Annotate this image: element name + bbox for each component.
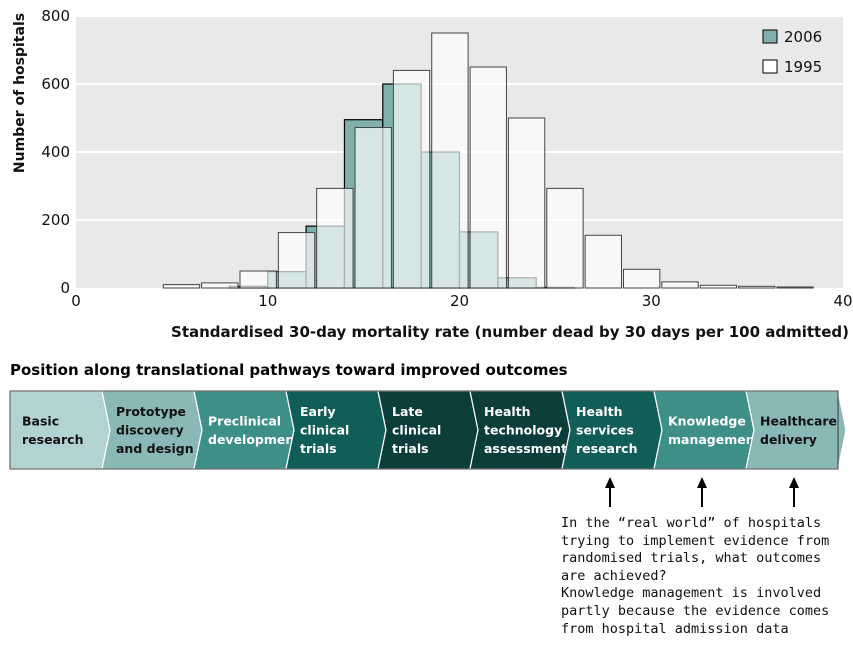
stage-label: services <box>576 423 634 438</box>
pathway-stage: Prototype discovery and design <box>101 390 203 470</box>
bar-1995 <box>239 270 277 289</box>
note-line: are achieved? <box>561 567 667 584</box>
note-line: In the “real world” of hospitals <box>561 515 822 531</box>
stage-label: discovery <box>116 423 184 438</box>
bar-1995 <box>162 284 201 289</box>
note-line: randomised trials, what outcomes <box>561 550 822 567</box>
annotation-note: In the “real world” of hospitals trying … <box>561 515 853 638</box>
x-tick-label: 30 <box>642 292 661 310</box>
bar-1995 <box>277 232 316 289</box>
legend-swatch-1995 <box>762 59 778 74</box>
x-tick-label: 20 <box>450 292 469 310</box>
legend: 2006 1995 <box>762 28 822 76</box>
bar-1995 <box>469 66 507 289</box>
stage-label: Health <box>484 404 531 419</box>
stage-label: research <box>576 441 637 456</box>
legend-label-1995: 1995 <box>784 58 822 76</box>
stage-label: delivery <box>760 432 817 447</box>
stage-label: and design <box>116 441 194 456</box>
y-tick-label: 400 <box>41 143 70 161</box>
y-axis-label: Number of hospitals <box>12 13 28 173</box>
bar-1995 <box>546 187 584 289</box>
bar-1995 <box>776 286 814 289</box>
y-tick-labels: 0 200 400 600 800 <box>41 7 70 297</box>
bar-1995 <box>584 234 622 289</box>
bar-1995 <box>661 281 699 289</box>
series-1995-bars <box>162 32 814 289</box>
stage-label: clinical <box>300 423 349 438</box>
x-tick-label: 0 <box>71 292 81 310</box>
stage-label: development <box>208 432 300 447</box>
pathway-stage: Early clinical trials <box>285 390 387 470</box>
y-tick-label: 600 <box>41 75 70 93</box>
stage-chevron <box>745 390 847 470</box>
note-line: from hospital admission data <box>561 620 789 637</box>
stage-label: Prototype <box>116 404 186 419</box>
stage-label: Early <box>300 404 336 419</box>
stage-label: Late <box>392 404 423 419</box>
up-arrow-head-icon <box>697 477 707 488</box>
note-line: Knowledge management is involved <box>561 585 822 602</box>
bar-1995 <box>392 69 431 289</box>
pathway-stage: Knowledge management <box>653 390 761 470</box>
stage-label: trials <box>300 441 337 456</box>
bar-1995 <box>354 127 392 289</box>
bar-1995 <box>738 285 776 289</box>
pathway-arrows <box>605 477 799 507</box>
bar-1995 <box>201 282 239 289</box>
stage-label: management <box>668 432 761 447</box>
up-arrow-head-icon <box>605 477 615 488</box>
bar-1995 <box>699 284 738 289</box>
section-title: Position along translational pathways to… <box>10 361 568 379</box>
stage-label: Healthcare <box>760 413 837 428</box>
legend-swatch-2006 <box>762 29 778 44</box>
pathway-stage: Health technology assessment <box>469 390 571 470</box>
pathway-stage: Healthcare delivery <box>745 390 847 470</box>
note-line: partly because the evidence comes <box>561 602 830 619</box>
x-tick-label: 10 <box>258 292 277 310</box>
legend-label-2006: 2006 <box>784 28 822 46</box>
up-arrow-head-icon <box>789 477 799 488</box>
stage-label: trials <box>392 441 429 456</box>
stage-label: technology <box>484 423 562 438</box>
x-axis-label: Standardised 30-day mortality rate (numb… <box>171 323 849 341</box>
stage-label: clinical <box>392 423 441 438</box>
stage-chevron <box>193 390 295 470</box>
stage-label: Preclinical <box>208 413 281 428</box>
pathway-stage: Late clinical trials <box>377 390 479 470</box>
pathway-stage: Basic research <box>9 390 111 470</box>
stage-label: assessment <box>484 441 567 456</box>
y-tick-label: 0 <box>60 279 70 297</box>
stage-label: Knowledge <box>668 413 746 428</box>
stage-chevron <box>9 390 111 470</box>
pathway-stage: Preclinical development <box>193 390 300 470</box>
stage-label: Health <box>576 404 623 419</box>
stage-chevron <box>653 390 755 470</box>
y-tick-label: 800 <box>41 7 70 25</box>
bar-1995 <box>431 32 469 289</box>
translational-pathway: Basic research Prototype discovery and desig… <box>9 390 847 507</box>
mortality-histogram: 0 200 400 600 800 0 10 20 30 40 Number of hospit… <box>12 7 853 341</box>
pathway-stages: Basic research Prototype discovery and desig… <box>9 390 847 470</box>
x-tick-labels: 0 10 20 30 40 <box>71 292 852 310</box>
y-tick-label: 200 <box>41 211 70 229</box>
bar-1995 <box>507 117 546 289</box>
stage-label: Basic <box>22 413 59 428</box>
bar-1995 <box>316 187 354 289</box>
bar-1995 <box>622 268 661 289</box>
note-line: trying to implement evidence from <box>561 532 830 549</box>
stage-label: research <box>22 432 83 447</box>
pathway-stage: Health services research <box>561 390 663 470</box>
x-tick-label: 40 <box>833 292 852 310</box>
